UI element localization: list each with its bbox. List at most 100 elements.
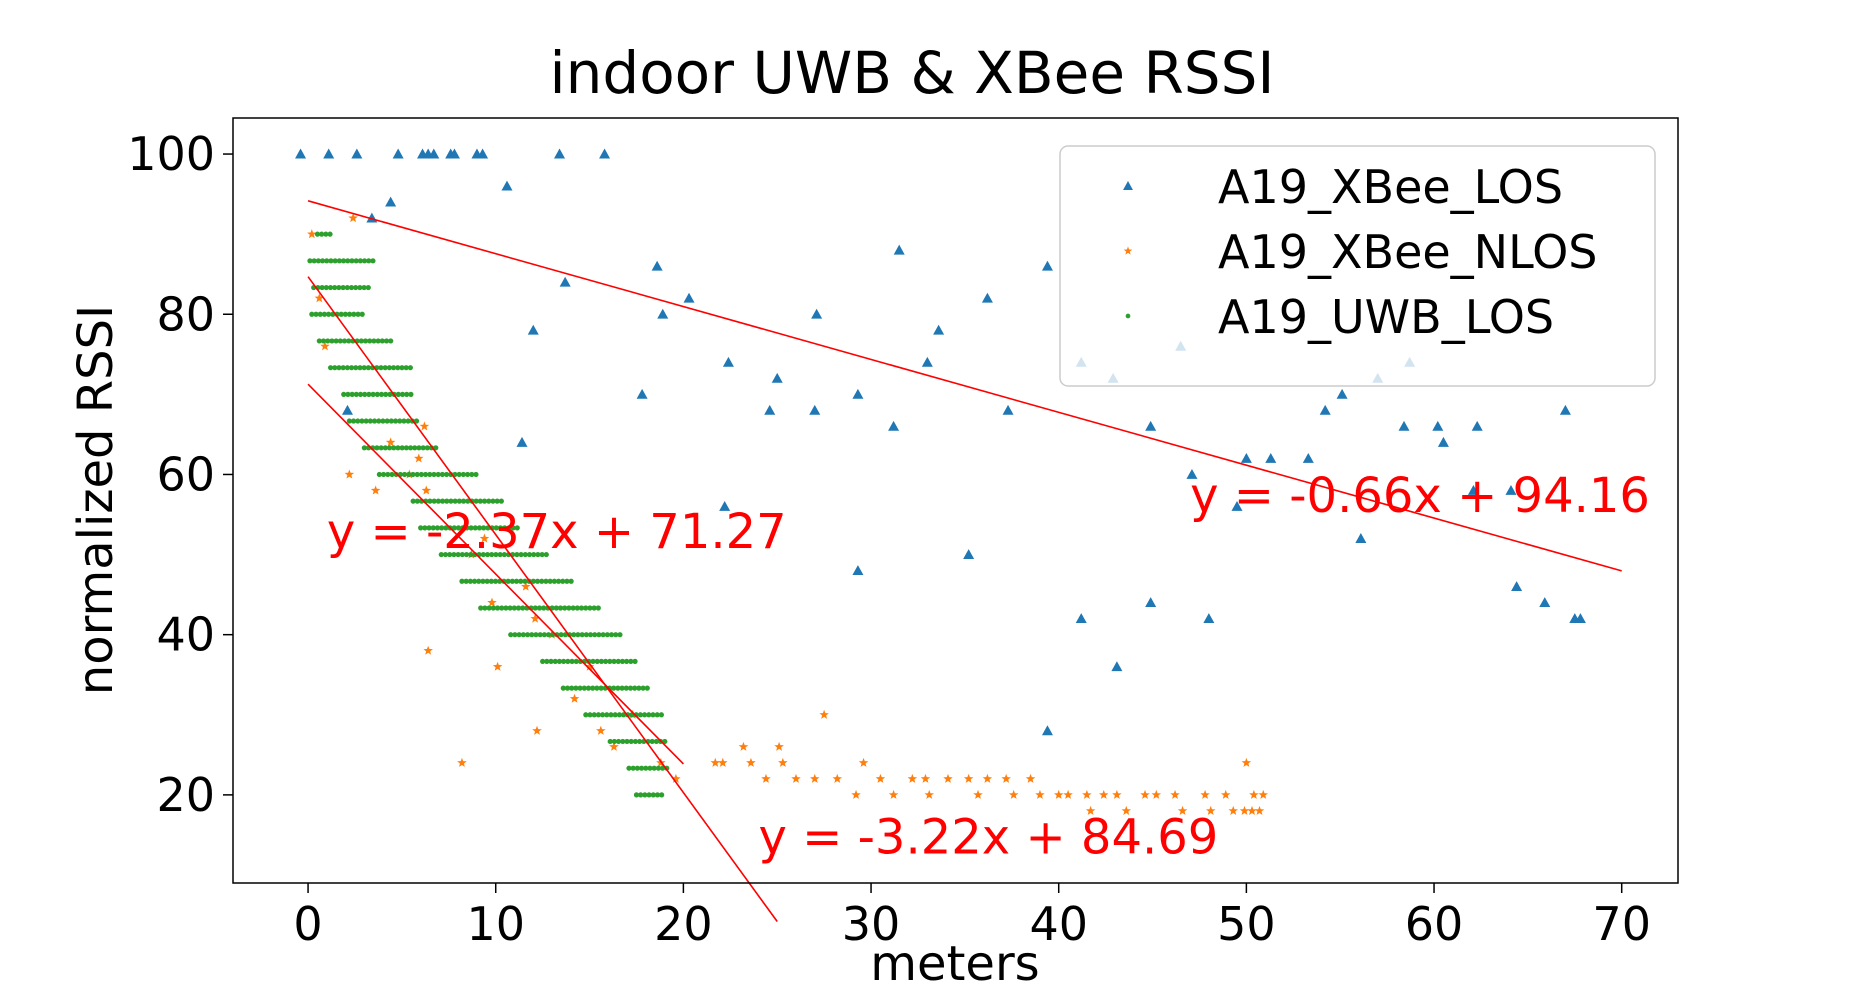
- data-point: [573, 658, 579, 664]
- data-point: [1200, 789, 1210, 799]
- data-point: [395, 365, 401, 371]
- data-point: [484, 578, 490, 584]
- data-point: [566, 605, 572, 611]
- data-point: [963, 549, 975, 559]
- data-point: [380, 418, 386, 424]
- data-point: [332, 365, 338, 371]
- data-point: [428, 148, 440, 159]
- data-point: [476, 525, 483, 531]
- data-point: [875, 773, 886, 783]
- data-point: [397, 418, 403, 424]
- data-point: [564, 685, 571, 691]
- data-point: [548, 658, 554, 664]
- fit-line: [307, 200, 1622, 572]
- fit-labels: y = -0.66x + 94.16 y = -2.37x + 71.27 y = …: [327, 468, 1650, 865]
- data-point: [632, 658, 638, 664]
- data-point: [1140, 789, 1150, 799]
- data-point: [596, 632, 602, 638]
- data-point: [421, 485, 432, 495]
- data-point: [321, 311, 328, 317]
- data-point: [463, 578, 469, 584]
- data-point: [376, 471, 382, 478]
- data-point: [363, 418, 369, 424]
- data-point: [399, 391, 406, 397]
- data-point: [655, 765, 661, 771]
- data-point: [333, 338, 339, 344]
- data-point: [332, 258, 338, 264]
- data-point: [933, 324, 945, 335]
- data-point: [1099, 789, 1109, 799]
- y-axis-title: normalized RSSI: [68, 305, 124, 695]
- data-point: [851, 789, 861, 799]
- data-point: [412, 445, 418, 451]
- data-point: [347, 311, 353, 317]
- data-point: [1398, 420, 1410, 431]
- data-point: [371, 338, 377, 344]
- data-point: [349, 258, 355, 264]
- data-point: [510, 525, 516, 531]
- data-point: [498, 498, 504, 504]
- data-point: [522, 578, 528, 584]
- data-point: [419, 421, 430, 431]
- data-point: [604, 632, 610, 638]
- data-point: [348, 365, 355, 371]
- data-point: [518, 551, 524, 558]
- data-point: [547, 578, 553, 584]
- data-point: [348, 284, 355, 291]
- data-point: [599, 148, 611, 159]
- data-point: [611, 738, 618, 745]
- data-point: [375, 338, 381, 344]
- data-point: [659, 792, 665, 798]
- data-point: [583, 712, 589, 718]
- data-point: [594, 685, 600, 691]
- data-point: [654, 792, 661, 798]
- data-point: [507, 605, 513, 611]
- data-point: [309, 311, 315, 317]
- data-point: [858, 757, 869, 767]
- data-point: [537, 632, 543, 638]
- data-point: [1025, 773, 1036, 783]
- legend-label: A19_XBee_NLOS: [1218, 225, 1597, 279]
- data-point: [653, 738, 660, 745]
- data-point: [633, 712, 639, 718]
- data-point: [486, 498, 492, 504]
- data-point: [587, 712, 593, 718]
- data-point: [1075, 613, 1087, 624]
- data-point: [340, 284, 346, 291]
- data-point: [378, 391, 385, 397]
- data-point: [1053, 789, 1064, 799]
- data-point: [1121, 805, 1132, 815]
- data-point: [574, 605, 580, 611]
- data-point: [539, 551, 545, 558]
- data-point: [478, 605, 484, 611]
- data-point: [577, 685, 583, 691]
- data-point: [460, 471, 466, 478]
- data-point: [513, 578, 520, 584]
- data-point: [632, 738, 639, 745]
- data-point: [434, 525, 441, 531]
- data-point: [1220, 789, 1231, 799]
- data-point: [410, 471, 416, 478]
- data-point: [512, 632, 518, 638]
- data-point: [1432, 420, 1444, 431]
- data-point: [403, 365, 409, 371]
- x-axis-title: meters: [870, 936, 1039, 986]
- data-point: [1111, 661, 1123, 672]
- data-point: [468, 525, 474, 531]
- data-point: [683, 292, 695, 303]
- data-point: [376, 418, 382, 424]
- data-point: [1355, 533, 1367, 543]
- data-point: [469, 471, 475, 478]
- data-point: [624, 658, 630, 664]
- data-point: [320, 338, 327, 344]
- data-point: [416, 445, 422, 451]
- data-point: [385, 471, 391, 478]
- data-point: [357, 284, 363, 291]
- data-point: [464, 471, 471, 478]
- data-point: [524, 632, 531, 638]
- data-point: [646, 792, 652, 798]
- data-point: [501, 551, 507, 558]
- data-point: [357, 365, 363, 371]
- data-point: [327, 231, 333, 237]
- data-point: [390, 365, 397, 371]
